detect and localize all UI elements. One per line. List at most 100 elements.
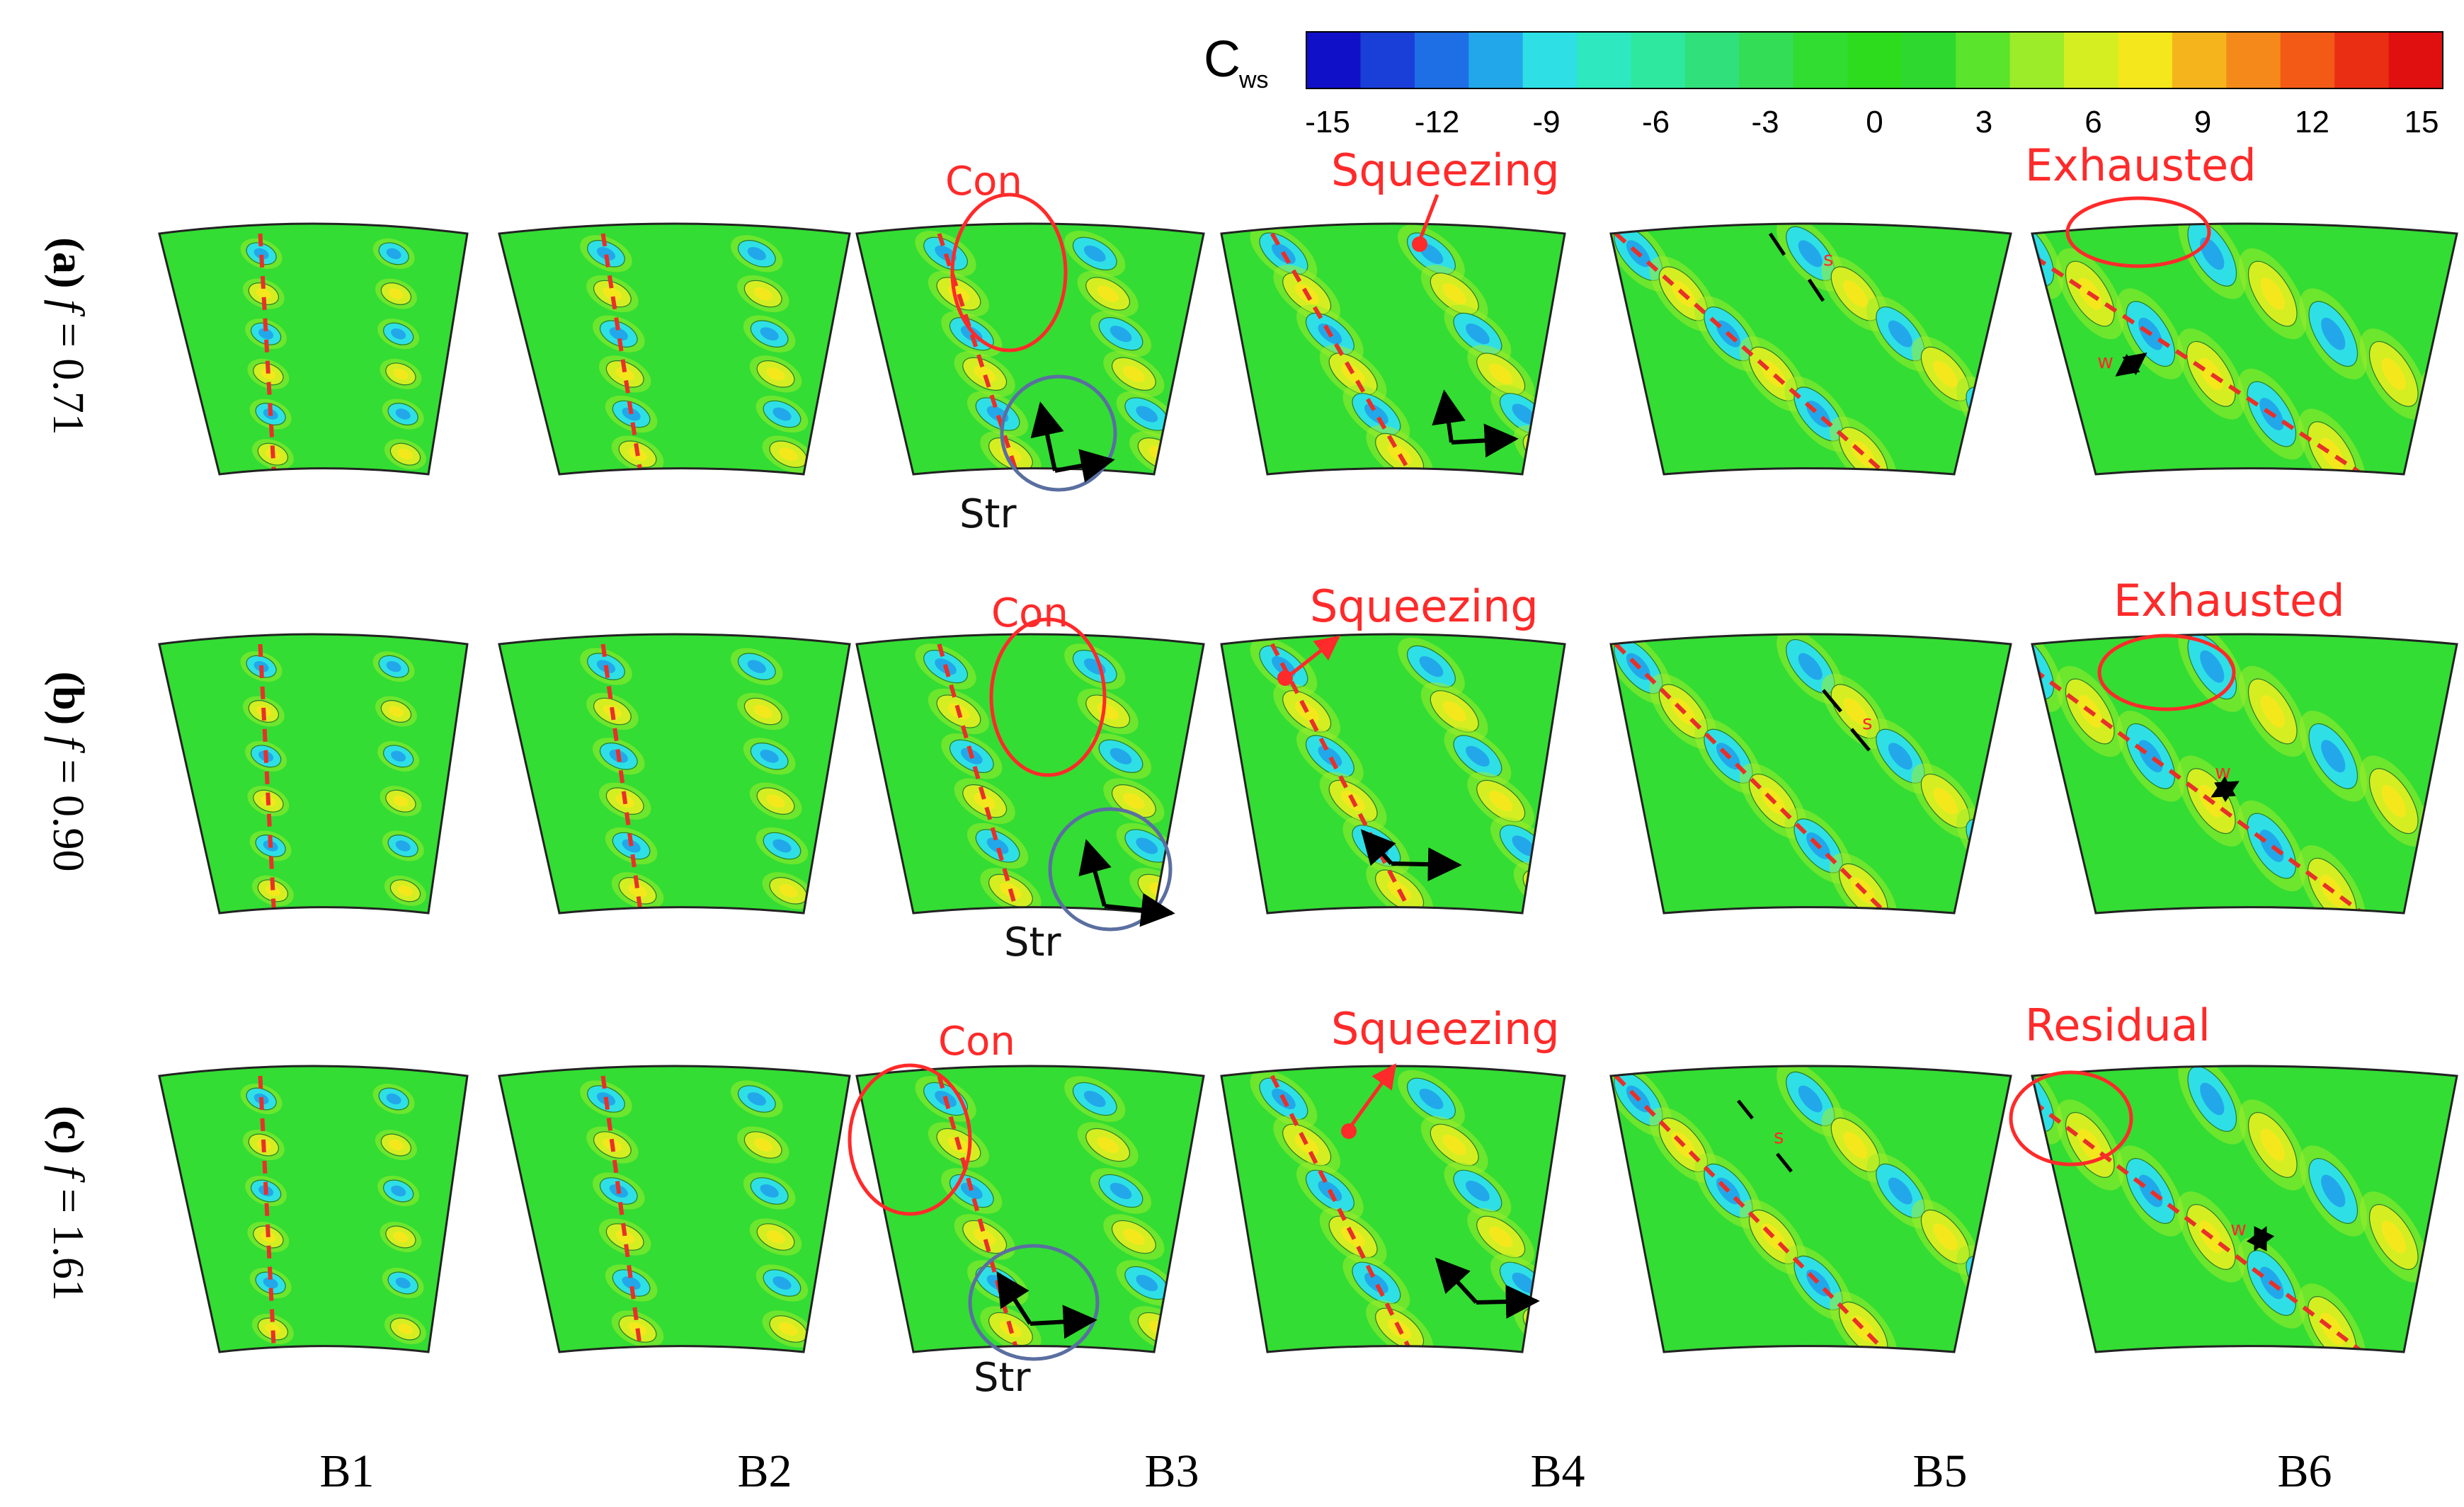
label-w-b: w	[2215, 760, 2231, 784]
vortex-path-line	[258, 643, 277, 913]
squeezing-dot-b	[1277, 670, 1293, 686]
str-arrow-a-up	[1030, 401, 1064, 471]
vortex-center	[393, 1231, 409, 1243]
vortex-center	[2138, 740, 2163, 773]
vortex-center	[753, 1138, 772, 1152]
contour-panel	[498, 633, 851, 915]
str-arrow-c4-right	[1476, 1285, 1540, 1319]
vortex-path-line	[2032, 231, 2364, 474]
vortex-core	[2429, 1250, 2457, 1316]
vortex-center	[1933, 1223, 1958, 1251]
squeezing-dot-c	[1341, 1123, 1357, 1139]
vortex-center	[1442, 701, 1467, 722]
vortex-center	[397, 448, 413, 460]
vortex-center	[779, 1322, 798, 1336]
vortex-center	[779, 447, 798, 462]
colorbar-tick-label: 3	[1975, 105, 1992, 139]
label-squeezing-a: Squeezing	[1331, 144, 1560, 196]
colorbar-cell	[1577, 32, 1632, 88]
label-exhausted-a: Exhausted	[2025, 139, 2257, 191]
vortex-center	[388, 1139, 404, 1151]
str-arrow-c-right	[1029, 1305, 1097, 1339]
vortex-center	[766, 794, 785, 808]
vortex-center	[1933, 787, 1958, 815]
vortex-center	[1512, 835, 1536, 856]
vortex-path-line	[2032, 642, 2364, 913]
vortex-path-line	[1270, 232, 1413, 474]
vortex-center	[974, 1228, 996, 1246]
vortex-center	[397, 1323, 413, 1335]
str-arrow-c-up	[996, 1271, 1032, 1325]
str-arrow-b-right	[1104, 893, 1175, 927]
vortex-center	[258, 328, 274, 340]
vortex-center	[2260, 1128, 2285, 1162]
vortex-center	[2442, 830, 2457, 862]
vortex-center	[1488, 1226, 1513, 1248]
vortex-center	[393, 795, 409, 807]
colorbar-tick-label: -12	[1415, 105, 1460, 139]
vortex-center	[1466, 323, 1490, 345]
panel-field	[1611, 634, 2011, 913]
vortex-path-line	[1614, 1074, 1888, 1352]
colorbar-tick-label: -6	[1642, 105, 1670, 139]
panel-field	[159, 634, 467, 913]
vortex-core	[2010, 427, 2011, 474]
colorbar-cell	[1847, 32, 1903, 88]
vortex-center	[2200, 237, 2225, 270]
panel-outline	[158, 222, 469, 476]
vortex-path-line	[1270, 643, 1413, 913]
vortex-center	[2381, 357, 2406, 391]
contour-panel	[855, 1065, 1205, 1353]
vortex-center	[615, 367, 634, 381]
vortex-core	[2010, 1301, 2011, 1352]
vortex-center	[2198, 357, 2223, 391]
vortex-center	[2019, 1312, 2051, 1346]
vortex-center	[1136, 406, 1158, 423]
vortex-center	[2320, 1312, 2344, 1346]
squeezing-arrow-c	[1347, 1063, 1397, 1130]
vortex-halo	[2001, 853, 2011, 913]
vortex-center	[1888, 1177, 1912, 1205]
vortex-center	[1110, 326, 1132, 343]
colorbar-cell	[2334, 32, 2390, 88]
vortex-center	[1097, 1136, 1119, 1154]
panel-outline	[498, 633, 851, 915]
str-arrow-b4-right	[1391, 847, 1462, 882]
vortex-center	[760, 749, 779, 763]
vortex-core	[2010, 863, 2011, 913]
w-arrow-c	[2246, 1226, 2275, 1251]
s-bar-c1	[1737, 1099, 1754, 1120]
vortex-center	[760, 327, 779, 341]
vortex-center	[1097, 285, 1119, 302]
row-label-a: (a) f = 0.71	[44, 237, 92, 435]
colorbar-symbol: C	[1204, 31, 1240, 88]
column-label-b3: B3	[1144, 1445, 1199, 1497]
panel-field	[1611, 1066, 2011, 1352]
vortex-center	[1122, 365, 1145, 382]
str-arrow-b-up	[1078, 839, 1112, 907]
vortex-center	[596, 246, 616, 260]
colorbar-ticks: -15 -12 -9 -6 -3 0 3 6 9 12 15	[1305, 105, 2439, 139]
colorbar-cell	[1901, 32, 1956, 88]
label-residual-c: Residual	[2025, 999, 2211, 1051]
colorbar-tick-label: -15	[1305, 105, 1350, 139]
vortex-center	[1136, 1274, 1158, 1292]
exhausted-circle-a	[2065, 196, 2211, 268]
colorbar-frame	[1306, 31, 2443, 89]
column-label-b5: B5	[1912, 1445, 1967, 1497]
vortex-center	[2138, 1174, 2163, 1208]
contour-panel	[158, 633, 469, 915]
colorbar-cell	[1793, 32, 1848, 88]
vortex-center	[2381, 784, 2406, 818]
vortex-center	[772, 1276, 792, 1290]
vortex-center	[603, 287, 622, 301]
vortex-center	[960, 1182, 983, 1200]
vortex-center	[1535, 880, 1560, 901]
panel-field	[499, 634, 850, 913]
vortex-center	[1798, 240, 1823, 268]
vortex-center	[388, 706, 404, 717]
contour-panel	[498, 222, 851, 476]
colorbar-cell	[2280, 32, 2335, 88]
colorbar: C ws -15 -12 -9 -6 -3 0 3 6 9 12 15	[1204, 31, 2443, 139]
colorbar-cell	[1468, 32, 1524, 88]
